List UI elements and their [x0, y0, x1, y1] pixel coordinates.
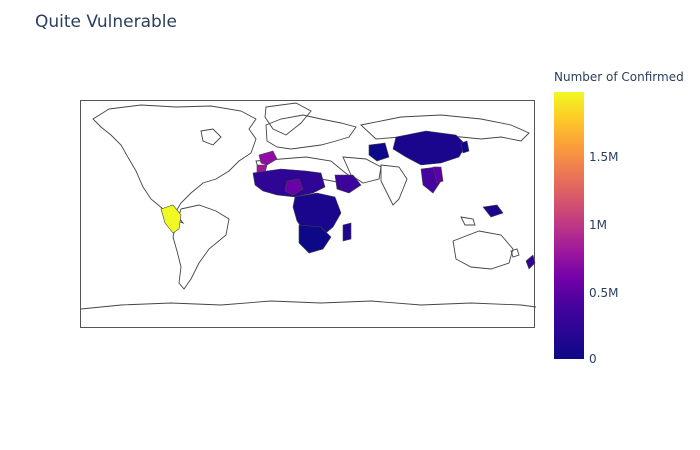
chart-title: Quite Vulnerable: [35, 12, 177, 32]
choropleth-regions[interactable]: [160, 130, 536, 270]
region-vietnam[interactable]: [432, 166, 444, 184]
region-new-zealand[interactable]: [525, 254, 536, 270]
region-madagascar[interactable]: [342, 222, 352, 242]
colorbar-title: Number of Confirmed: [554, 70, 684, 84]
region-korea[interactable]: [460, 140, 470, 154]
colorbar-tick-1m: 1M: [589, 218, 607, 232]
world-map[interactable]: [81, 101, 536, 329]
region-ethiopia[interactable]: [334, 174, 362, 194]
map-frame[interactable]: [80, 100, 536, 329]
region-china[interactable]: [392, 130, 467, 166]
colorbar-tick-1-5m: 1.5M: [589, 150, 619, 164]
region-pakistan[interactable]: [368, 142, 390, 162]
region-nigeria[interactable]: [284, 178, 304, 196]
region-morocco[interactable]: [258, 150, 278, 166]
colorbar: [554, 92, 584, 359]
region-new-guinea[interactable]: [482, 204, 504, 218]
region-southern-africa[interactable]: [298, 224, 332, 254]
colorbar-tick-0: 0: [589, 352, 597, 366]
colorbar-tick-0-5m: 0.5M: [589, 286, 619, 300]
region-peru[interactable]: [160, 204, 182, 234]
